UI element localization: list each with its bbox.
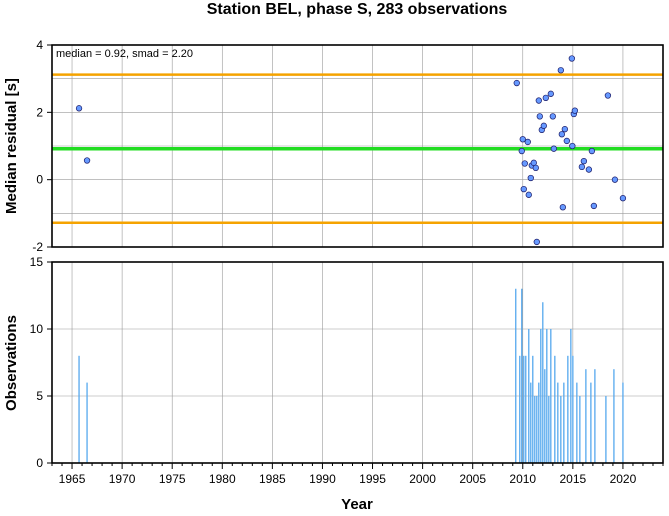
residual-point	[540, 122, 547, 129]
residual-point	[580, 157, 588, 165]
x-tick-label: 1975	[159, 472, 186, 486]
residual-point	[524, 138, 531, 146]
x-tick-label: 1985	[259, 472, 286, 486]
residual-point	[571, 107, 579, 114]
residual-point	[536, 113, 543, 120]
residual-point	[611, 176, 619, 183]
residual-point	[549, 113, 556, 120]
residual-point	[569, 142, 576, 150]
residual-point	[558, 131, 565, 138]
residual-point	[525, 191, 532, 198]
x-tick-label: 1965	[59, 472, 86, 486]
year-x-label: Year	[341, 496, 373, 511]
residual-y-label: Median residual [s]	[3, 78, 20, 214]
y-tick-label: 15	[30, 255, 44, 269]
residual-point	[561, 126, 568, 133]
residual-point	[75, 105, 83, 112]
residual-point	[559, 204, 566, 211]
observations-panel-frame	[51, 261, 664, 464]
observations-panel: 0 5 10 15 1965 1970 1975 1980 1985 1990 1995 2000 2…	[3, 255, 664, 513]
residual-point	[83, 157, 91, 164]
x-tick-label: 1995	[359, 472, 386, 486]
residual-point	[585, 166, 593, 173]
residual-point	[588, 147, 596, 155]
y-tick-label: 5	[36, 389, 43, 403]
x-tick-label: 2000	[409, 472, 436, 486]
residual-point	[532, 164, 539, 172]
y-tick-label: 4	[36, 38, 43, 52]
residual-reference-lines	[52, 73, 663, 225]
y-tick-label: 10	[30, 322, 44, 336]
chart-title: Station BEL, phase S, 283 observations	[207, 1, 508, 18]
residual-y-ticks: -2 0 2 4	[32, 38, 52, 254]
x-tick-label: 1970	[109, 472, 136, 486]
residual-panel: -2 0 2 4 median = 0.92, smad = 2.20 Median …	[3, 38, 664, 254]
residual-point	[604, 92, 612, 99]
x-tick-label: 2005	[459, 472, 486, 486]
year-x-ticks: 1965 1970 1975 1980 1985 1990 1995 2000 2005 2010…	[51, 463, 664, 486]
y-tick-label: 0	[36, 456, 43, 470]
residual-point	[521, 160, 528, 167]
residual-point	[568, 55, 576, 62]
residual-point	[578, 163, 586, 171]
residual-points	[75, 55, 627, 246]
residual-point	[535, 97, 542, 104]
residual-panel-frame	[51, 44, 664, 248]
x-tick-label: 1980	[209, 472, 236, 486]
observations-y-label: Observations	[3, 315, 20, 411]
residual-annotation: median = 0.92, smad = 2.20	[56, 48, 193, 60]
residual-point	[520, 185, 527, 193]
residual-point	[550, 145, 557, 152]
residual-point	[547, 90, 554, 97]
residual-point	[590, 202, 598, 210]
y-tick-label: 2	[36, 105, 43, 119]
residual-point	[513, 79, 520, 87]
y-tick-label: -2	[32, 240, 43, 254]
observations-y-ticks: 0 5 10 15	[30, 255, 52, 470]
x-tick-label: 1990	[309, 472, 336, 486]
observations-bars	[78, 288, 624, 463]
residual-point	[533, 238, 540, 246]
residual-point	[518, 147, 525, 155]
y-tick-label: 0	[36, 173, 43, 187]
residual-point	[542, 94, 549, 102]
x-tick-label: 2010	[509, 472, 536, 486]
residual-point	[519, 136, 526, 143]
residual-point	[563, 137, 570, 145]
residual-point	[527, 174, 534, 182]
residual-point	[619, 195, 627, 202]
x-tick-label: 2020	[610, 472, 637, 486]
residual-point	[557, 67, 564, 74]
x-tick-label: 2015	[560, 472, 587, 486]
